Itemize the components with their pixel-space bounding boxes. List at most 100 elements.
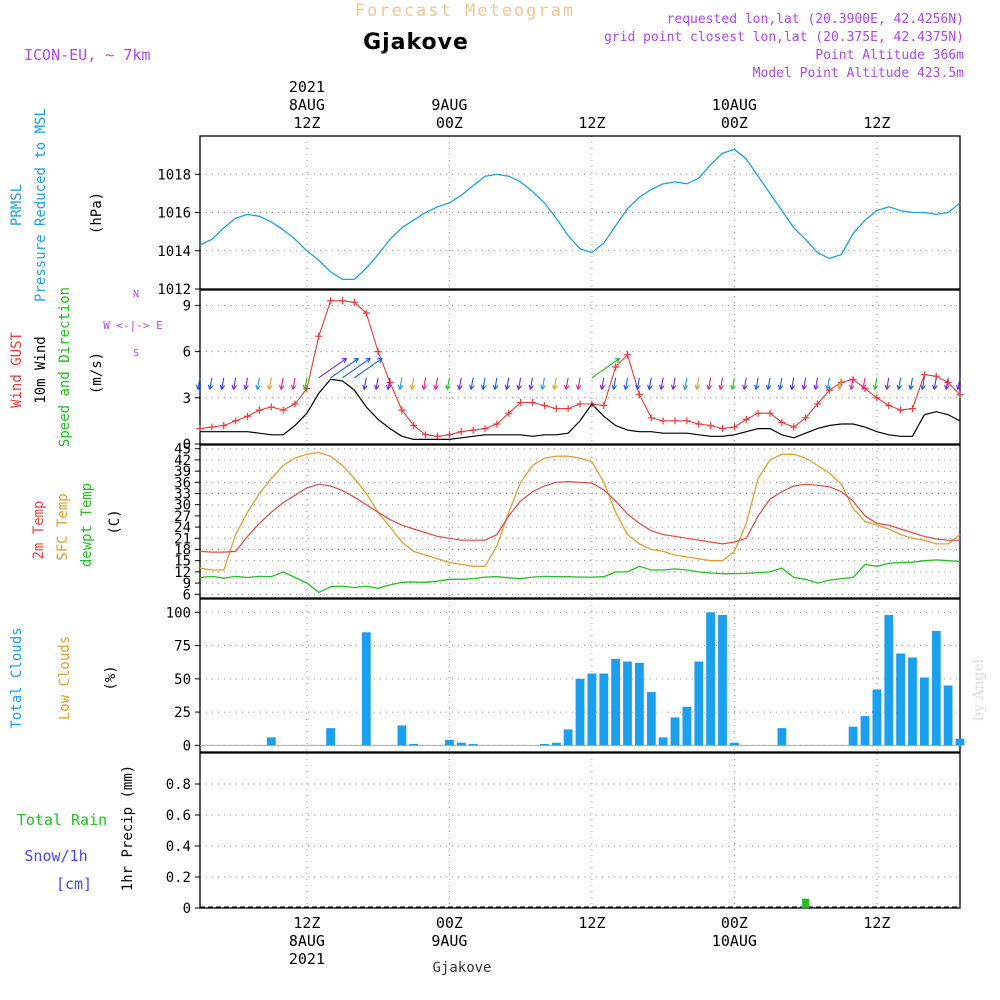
wind-direction-arrow [777, 377, 784, 390]
gust-marker [327, 297, 335, 305]
gust-marker [909, 405, 916, 413]
gust-marker [754, 409, 762, 417]
ytick-label: 9 [183, 576, 191, 592]
top-time-label: 12Z [578, 114, 605, 132]
gust-marker [422, 431, 430, 439]
cloud-bar [397, 725, 407, 746]
bottom-time-label: 00Z [436, 914, 463, 932]
gust-marker [790, 423, 798, 431]
ytick-label: 24 [174, 520, 191, 536]
wind-direction-arrow [342, 357, 371, 379]
ytick-label: 1014 [157, 244, 191, 260]
panel-frame [199, 752, 961, 909]
wind-direction-arrow [801, 377, 807, 390]
wind-direction-arrow [611, 377, 617, 390]
wind-direction-arrow [469, 377, 475, 390]
gust-marker [600, 402, 608, 409]
top-time-label: 10AUG [712, 96, 757, 114]
cloud-bar [409, 744, 419, 746]
wind-direction-arrow [742, 377, 748, 390]
wind-direction-arrow [433, 377, 439, 390]
sfc-temp-line [199, 451, 961, 571]
top-time-label: 8AUG [289, 96, 325, 114]
wind-direction-arrow [243, 377, 249, 390]
wind-direction-arrow [765, 377, 772, 390]
wind-direction-arrow [623, 377, 629, 390]
ytick-label: 100 [166, 605, 191, 621]
wind-direction-arrow [564, 377, 570, 390]
ytick-label: 0 [183, 901, 191, 917]
gust-marker [362, 309, 370, 317]
gust-marker [481, 425, 489, 433]
ytick-label: 0 [183, 738, 191, 754]
temp-2m-line [199, 480, 960, 553]
ytick-label: 3 [183, 391, 191, 407]
gust-marker [778, 418, 786, 426]
cloud-bar [777, 728, 787, 746]
wind-direction-arrow [849, 377, 855, 390]
wind-speed-line [200, 378, 961, 440]
gust-marker [445, 431, 453, 439]
ytick-label: 75 [174, 639, 191, 655]
compass-north: N [133, 289, 139, 300]
wind-direction-arrow [362, 377, 368, 390]
compass-we: W <-|-> E [103, 319, 163, 332]
bottom-time-label: 12Z [293, 914, 320, 932]
gust-marker [434, 432, 441, 440]
gust-marker [505, 409, 513, 417]
cloud-bar [623, 661, 632, 746]
grid-point-coords: grid point closest lon,lat (20.375E, 42.… [604, 30, 964, 45]
ytick-label: 30 [174, 498, 191, 514]
top-time-label: 00Z [721, 114, 748, 132]
cloud-bar [551, 742, 561, 746]
ytick-label: 9 [183, 298, 191, 314]
dewpt-temp-line [199, 559, 961, 594]
ytick-label: 1016 [157, 206, 191, 222]
cloud-bar [456, 742, 466, 746]
wind-direction-arrow [354, 357, 383, 379]
panel-clouds: 0 25 50 75 100 [166, 598, 965, 754]
gust-marker [825, 386, 833, 394]
cloud-bar [670, 717, 680, 746]
cloud-bar [361, 632, 371, 746]
panel-precip: 0 0.2 0.4 0.6 0.8 [166, 752, 961, 917]
gust-marker [612, 363, 620, 371]
gust-marker [552, 405, 560, 413]
cloud-labels: Total Clouds Low Clouds (%) [9, 627, 119, 728]
model-altitude: Model Point Altitude 423.5m [753, 66, 964, 81]
gust-marker [350, 298, 358, 306]
location-title: Gjakove [363, 30, 469, 55]
cloud-bar [468, 744, 478, 746]
gust-marker [493, 420, 501, 428]
cloud-bar [635, 662, 644, 746]
wind-direction-arrow [290, 377, 297, 390]
model-label: ICON-EU, ~ 7km [24, 46, 150, 64]
celsius-unit-label: (C) [107, 509, 123, 534]
wind-direction-arrow [920, 377, 926, 390]
cloud-bar [611, 658, 620, 746]
cloud-bar [896, 653, 905, 746]
wind-labels: Wind GUST 10m Wind Speed and Direction (… [9, 287, 163, 447]
wind-direction-arrow [279, 377, 285, 390]
cloud-bar [599, 673, 609, 746]
gust-marker [469, 426, 477, 434]
gust-marker [339, 297, 346, 305]
compass-south: S [133, 348, 139, 359]
wind-direction-arrow [457, 377, 463, 390]
cloud-bar [445, 740, 454, 746]
gust-marker [410, 422, 418, 430]
cloud-bar [931, 630, 941, 746]
total-clouds-label: Total Clouds [9, 627, 25, 728]
wind-direction-arrow [195, 377, 202, 390]
wind-direction-arrow [255, 377, 261, 390]
ytick-label: 0 [183, 437, 191, 453]
ytick-label: 36 [174, 475, 191, 491]
gust-marker [457, 428, 465, 436]
wind-direction-arrow [955, 377, 962, 390]
ytick-label: 0.4 [166, 839, 191, 855]
ytick-label: 42 [174, 453, 191, 469]
ytick-label: 0.6 [166, 808, 191, 824]
panel-frame [199, 289, 961, 445]
wind-direction-arrow [908, 377, 914, 390]
gust-marker [540, 402, 548, 409]
